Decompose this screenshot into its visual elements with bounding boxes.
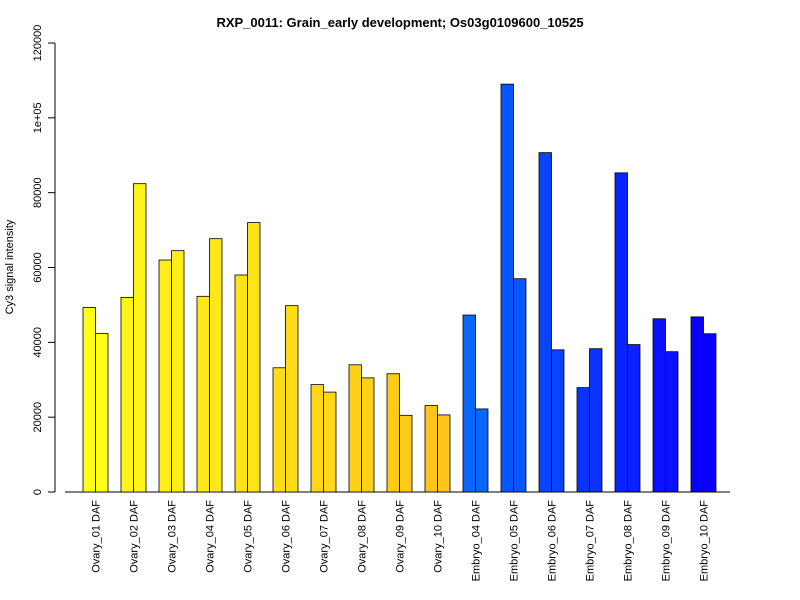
bar xyxy=(272,367,286,493)
bar xyxy=(576,387,590,493)
bar xyxy=(196,295,210,493)
bar xyxy=(386,373,400,493)
y-tick-label: 0 xyxy=(32,489,44,495)
x-category-label: Embryo_07 DAF xyxy=(585,500,597,582)
bar xyxy=(462,314,476,493)
bar xyxy=(285,305,299,493)
y-tick-label: 80000 xyxy=(32,177,44,208)
bar xyxy=(158,259,172,493)
bar xyxy=(538,152,552,493)
x-category-label: Ovary_06 DAF xyxy=(281,500,293,573)
y-axis-label: Cy3 signal intensity xyxy=(4,219,16,314)
bar xyxy=(361,377,375,493)
chart-title: RXP_0011: Grain_early development; Os03g… xyxy=(216,15,583,30)
bar xyxy=(652,318,666,493)
bar xyxy=(703,333,717,493)
bar xyxy=(120,297,134,493)
bar xyxy=(247,222,261,493)
x-category-label: Ovary_05 DAF xyxy=(243,500,255,573)
x-category-label: Ovary_02 DAF xyxy=(129,500,141,573)
bar xyxy=(323,391,337,493)
bar xyxy=(424,405,438,493)
bar xyxy=(589,348,603,493)
x-category-label: Ovary_10 DAF xyxy=(433,500,445,573)
bar xyxy=(500,83,514,493)
y-tick-label: 40000 xyxy=(32,327,44,358)
y-axis-ticks: 0 20000 40000 60000 80000 1e+05 120000 xyxy=(32,25,55,495)
x-category-label: Embryo_10 DAF xyxy=(699,500,711,582)
x-category-label: Ovary_01 DAF xyxy=(91,500,103,573)
bar xyxy=(690,316,704,493)
x-category-label: Ovary_08 DAF xyxy=(357,500,369,573)
x-category-label: Ovary_09 DAF xyxy=(395,500,407,573)
bar xyxy=(234,274,248,493)
y-tick-label: 20000 xyxy=(32,402,44,433)
x-category-label: Embryo_04 DAF xyxy=(471,500,483,582)
bar xyxy=(437,414,451,493)
x-category-label: Embryo_09 DAF xyxy=(661,500,673,582)
y-tick-label: 120000 xyxy=(32,25,44,62)
x-category-label: Embryo_05 DAF xyxy=(509,500,521,582)
x-category-label: Ovary_04 DAF xyxy=(205,500,217,573)
bar xyxy=(82,307,96,493)
bar xyxy=(348,364,362,493)
bar xyxy=(513,278,527,493)
x-category-label: Embryo_06 DAF xyxy=(547,500,559,582)
y-tick-label: 60000 xyxy=(32,252,44,283)
bar xyxy=(399,414,413,493)
x-category-label: Ovary_03 DAF xyxy=(167,500,179,573)
bar xyxy=(133,183,147,493)
x-category-label: Ovary_07 DAF xyxy=(319,500,331,573)
bar xyxy=(614,172,628,493)
bars-group xyxy=(82,83,717,493)
bar xyxy=(627,344,641,493)
x-category-label: Embryo_08 DAF xyxy=(623,500,635,582)
bar xyxy=(209,238,223,493)
bar xyxy=(310,384,324,493)
bar xyxy=(551,349,565,493)
bar xyxy=(665,351,679,493)
y-tick-label: 1e+05 xyxy=(32,102,44,133)
category-labels: Ovary_01 DAF Ovary_02 DAF Ovary_03 DAF Ovar… xyxy=(91,500,711,582)
bar xyxy=(95,332,109,493)
bar xyxy=(171,250,185,493)
bar xyxy=(475,408,489,493)
